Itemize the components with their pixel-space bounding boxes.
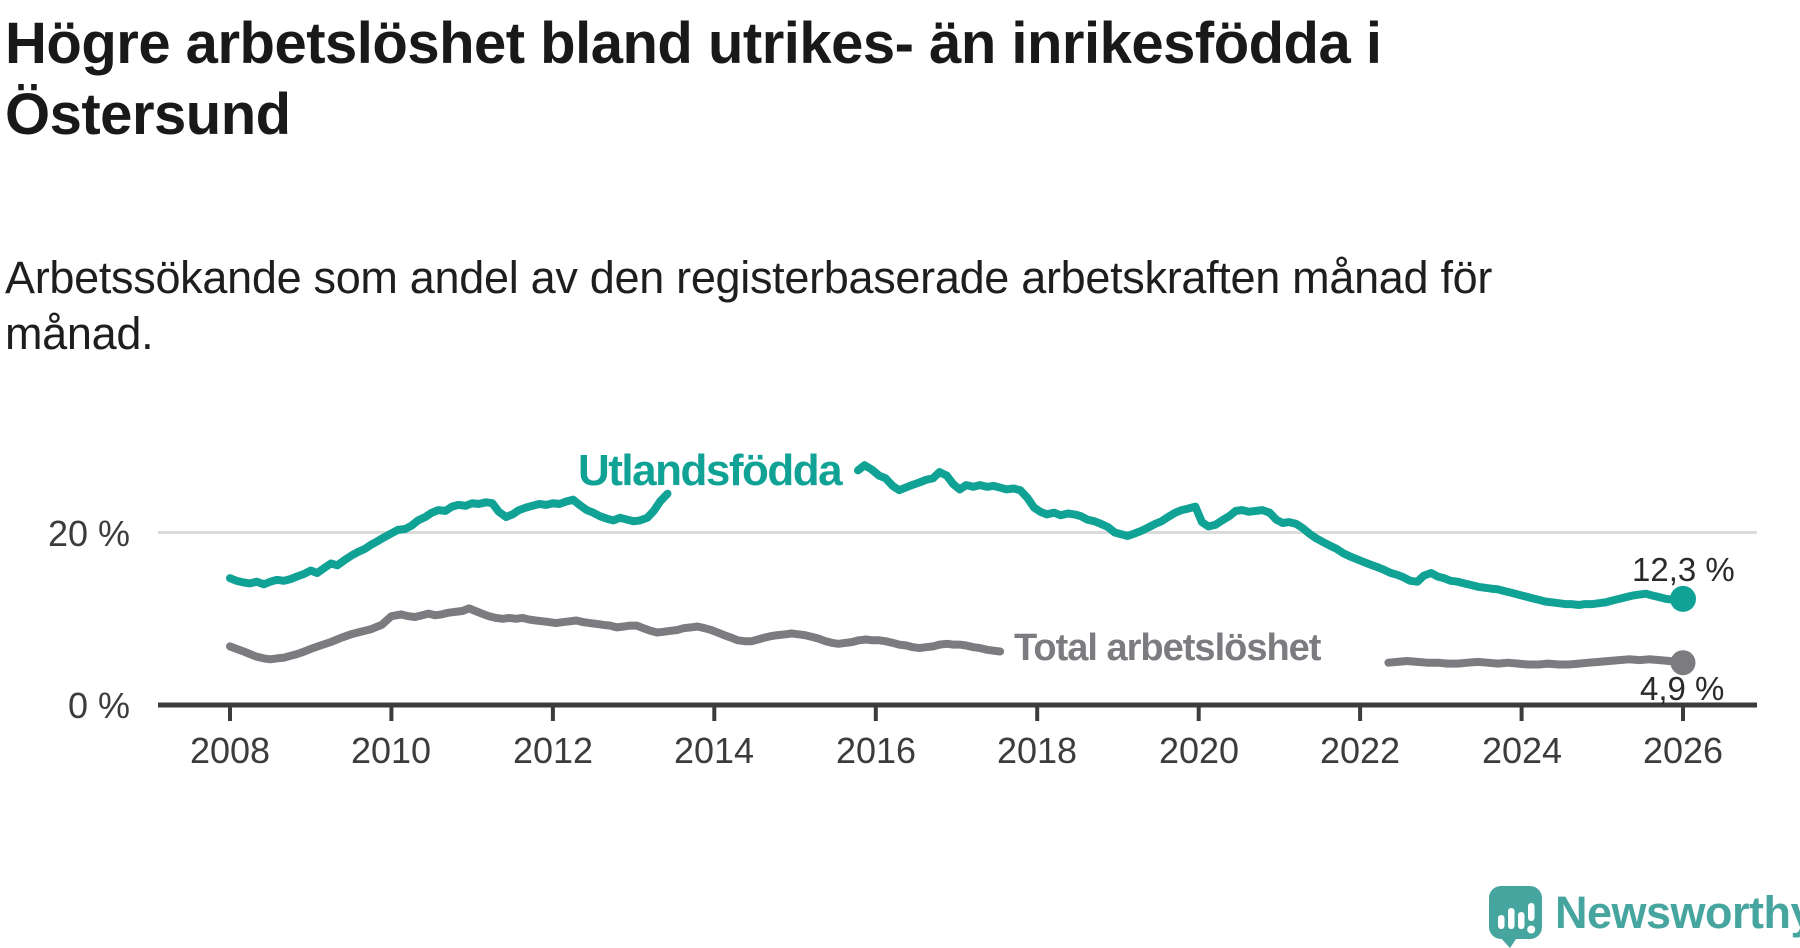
logo-bar-2 bbox=[1508, 908, 1515, 929]
foreign-born-line-segment-2 bbox=[854, 461, 1687, 609]
x-axis-tick-marks bbox=[228, 705, 1685, 721]
newsworthy-wordmark: Newsworthy bbox=[1555, 887, 1800, 938]
newsworthy-logo-icon bbox=[1489, 886, 1542, 948]
total-unemployment-line-segment-2 bbox=[1384, 655, 1687, 669]
y-axis-label-20: 20 % bbox=[47, 513, 130, 554]
x-axis-label-2022: 2022 bbox=[1319, 730, 1401, 771]
x-axis-label-2014: 2014 bbox=[673, 730, 755, 771]
page-title-line2: Östersund bbox=[5, 82, 291, 147]
page-title-line1: Högre arbetslöshet bland utrikes- än inr… bbox=[5, 11, 1382, 76]
end-value-label-total-unemployment: 4,9 % bbox=[1640, 670, 1725, 707]
logo-bar-1 bbox=[1498, 915, 1505, 929]
y-axis-label-0: 0 % bbox=[67, 685, 130, 726]
series-label-foreign-born: Utlandsfödda bbox=[578, 446, 843, 495]
chart-subtitle-line1: Arbetssökande som andel av den registerb… bbox=[5, 252, 1493, 303]
foreign-born-endpoint-dot bbox=[1670, 585, 1696, 612]
x-axis-label-2008: 2008 bbox=[189, 730, 271, 771]
end-value-label-foreign-born: 12,3 % bbox=[1632, 551, 1735, 588]
total-unemployment-line-segment-1 bbox=[226, 604, 1005, 664]
total-unemployment-endpoint-dot bbox=[1670, 650, 1696, 676]
x-axis-label-2018: 2018 bbox=[996, 730, 1078, 771]
x-axis-label-2010: 2010 bbox=[350, 730, 432, 771]
logo-bar-3 bbox=[1518, 912, 1525, 929]
series-label-total-unemployment: Total arbetslöshet bbox=[1014, 627, 1321, 669]
x-axis-label-2026: 2026 bbox=[1642, 730, 1724, 771]
chart-subtitle-line2: månad. bbox=[5, 308, 154, 359]
x-axis-label-2012: 2012 bbox=[512, 730, 594, 771]
chart-subtitle: Arbetssökande som andel av den registerb… bbox=[5, 250, 1492, 362]
foreign-born-line-segment-1 bbox=[226, 489, 672, 589]
logo-exclamation-bar bbox=[1528, 903, 1535, 921]
x-axis-label-2024: 2024 bbox=[1481, 730, 1563, 771]
x-axis-label-2020: 2020 bbox=[1158, 730, 1240, 771]
page-title: Högre arbetslöshet bland utrikes- än inr… bbox=[5, 8, 1382, 150]
logo-exclamation-dot bbox=[1527, 925, 1536, 934]
x-axis-label-2016: 2016 bbox=[835, 730, 917, 771]
